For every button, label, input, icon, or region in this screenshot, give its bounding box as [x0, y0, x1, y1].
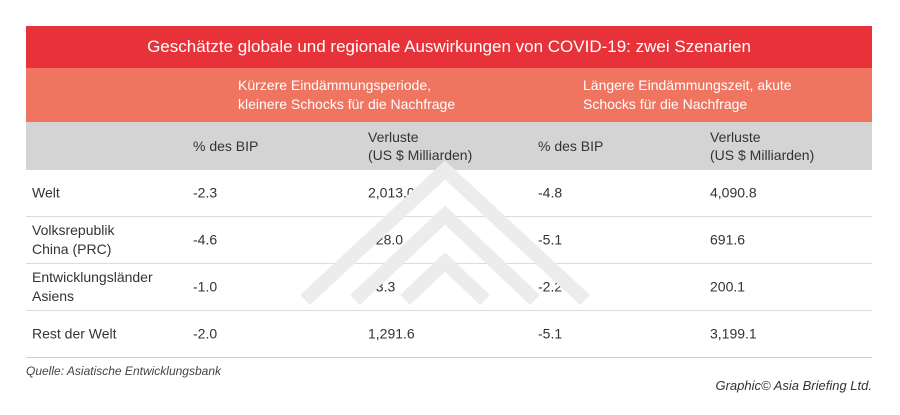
scenario-2-header: Längere Eindämmungszeit, akute Schocks f…	[583, 76, 843, 114]
table-title-bar: Geschätzte globale und regionale Auswirk…	[26, 26, 872, 68]
row-gdp-scenario-2: -5.1	[538, 231, 563, 248]
column-header-gdp-1: % des BIP	[193, 137, 258, 155]
row-losses-scenario-2: 4,090.8	[710, 184, 757, 201]
column-header-losses-2-line2: (US $ Milliarden)	[710, 147, 815, 163]
table-title: Geschätzte globale und regionale Auswirk…	[147, 37, 751, 56]
row-region-line2: Asiens	[32, 288, 75, 304]
row-losses-scenario-1: 1,291.6	[368, 325, 415, 342]
table-row: Rest der Welt -2.0 1,291.6 -5.1 3,199.1	[26, 311, 872, 358]
row-region-line1: Volksrepublik	[32, 222, 115, 238]
table-row: Entwicklungsländer Asiens -1.0 93.3 -2.2…	[26, 264, 872, 311]
column-header-gdp-2-label: % des BIP	[538, 138, 604, 154]
row-region: Welt	[32, 184, 60, 203]
row-losses-scenario-1: 93.3	[368, 278, 396, 295]
column-header-gdp-2: % des BIP	[538, 137, 603, 155]
table-row: Volksrepublik China (PRC) -4.6 628.0 -5.…	[26, 217, 872, 264]
row-losses-scenario-2: 200.1	[710, 278, 746, 295]
row-losses-scenario-2: 691.6	[710, 231, 746, 248]
column-header-gdp-1-label: % des BIP	[193, 138, 259, 154]
impact-table: Geschätzte globale und regionale Auswirk…	[26, 26, 872, 358]
row-gdp-scenario-2: -5.1	[538, 325, 563, 342]
row-losses-scenario-1: 2,013.0	[368, 184, 415, 201]
column-header-losses-1-line1: Verluste	[368, 129, 419, 145]
row-region-line1: Rest der Welt	[32, 325, 117, 342]
row-gdp-scenario-2: -4.8	[538, 184, 563, 201]
column-header-losses-1: Verluste (US $ Milliarden)	[368, 128, 472, 164]
scenario-2-line2: Schocks für die Nachfrage	[583, 96, 748, 112]
row-gdp-scenario-1: -1.0	[193, 278, 218, 295]
scenario-1-line1: Kürzere Eindämmungsperiode,	[238, 77, 431, 93]
row-losses-scenario-1: 628.0	[368, 231, 404, 248]
row-gdp-scenario-1: -4.6	[193, 231, 218, 248]
scenario-header-row: Kürzere Eindämmungsperiode, kleinere Sch…	[26, 68, 872, 122]
row-region: Rest der Welt	[32, 325, 117, 344]
scenario-1-line2: kleinere Schocks für die Nachfrage	[238, 96, 456, 112]
table-row: Welt -2.3 2,013.0 -4.8 4,090.8	[26, 170, 872, 217]
column-header-losses-2: Verluste (US $ Milliarden)	[710, 128, 814, 164]
row-region-line2: China (PRC)	[32, 241, 112, 257]
table-body: Welt -2.3 2,013.0 -4.8 4,090.8 Volksrepu…	[26, 170, 872, 358]
row-gdp-scenario-2: -2.2	[538, 278, 563, 295]
column-header-losses-1-line2: (US $ Milliarden)	[368, 147, 473, 163]
row-region-line1: Welt	[32, 184, 60, 201]
source-note: Quelle: Asiatische Entwicklungsbank	[26, 364, 221, 378]
row-region-line1: Entwicklungsländer	[32, 269, 153, 285]
row-region: Entwicklungsländer Asiens	[32, 268, 153, 306]
graphic-credit: Graphic© Asia Briefing Ltd.	[715, 378, 872, 393]
row-gdp-scenario-1: -2.0	[193, 325, 218, 342]
column-header-row: % des BIP Verluste (US $ Milliarden) % d…	[26, 122, 872, 170]
scenario-2-line1: Längere Eindämmungszeit, akute	[583, 77, 792, 93]
row-losses-scenario-2: 3,199.1	[710, 325, 757, 342]
column-header-losses-2-line1: Verluste	[710, 129, 761, 145]
row-gdp-scenario-1: -2.3	[193, 184, 218, 201]
row-region: Volksrepublik China (PRC)	[32, 221, 115, 259]
scenario-1-header: Kürzere Eindämmungsperiode, kleinere Sch…	[238, 76, 498, 114]
